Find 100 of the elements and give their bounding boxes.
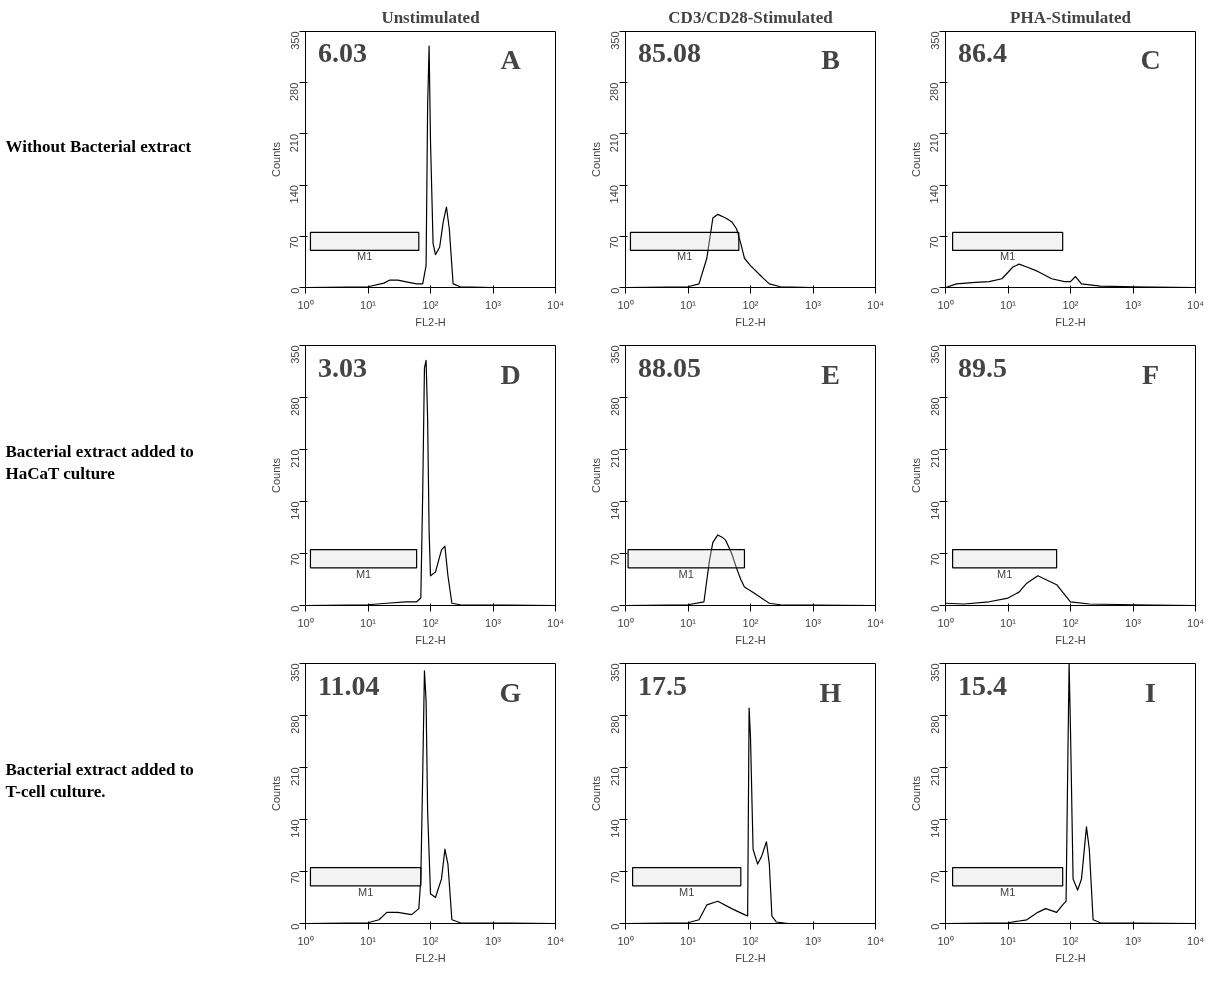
- x-tick-label: 10⁰: [937, 616, 954, 629]
- x-tick-label: 10²: [1062, 616, 1079, 629]
- band-label: M1: [356, 250, 373, 263]
- band-label: M1: [676, 250, 693, 263]
- x-tick-label: 10³: [1125, 298, 1142, 311]
- y-tick-label: 70: [608, 553, 621, 566]
- band-label: M1: [357, 885, 374, 898]
- x-tick-label: 10¹: [1000, 616, 1017, 629]
- x-tick-label: 10³: [1125, 934, 1142, 947]
- y-tick-label: 350: [608, 663, 621, 682]
- annotation: 11.04: [318, 669, 380, 701]
- y-tick-label: 140: [928, 185, 941, 204]
- y-tick-label: 70: [288, 553, 301, 566]
- x-tick-label: 10³: [1125, 616, 1142, 629]
- band-label: M1: [679, 885, 695, 898]
- x-tick-label: 10⁴: [867, 934, 885, 947]
- y-axis-title: Counts: [589, 457, 602, 493]
- x-tick-label: 10³: [485, 298, 502, 311]
- x-tick-label: 10³: [805, 616, 822, 629]
- annotation: A: [500, 44, 522, 76]
- y-tick-label: 350: [928, 663, 941, 682]
- y-tick-label: 350: [288, 31, 301, 50]
- y-tick-label: 210: [288, 449, 301, 468]
- x-tick-label: 10³: [485, 934, 502, 947]
- x-tick-label: 10⁰: [937, 298, 954, 311]
- y-tick-label: 350: [288, 345, 301, 364]
- x-tick-label: 10⁰: [297, 934, 314, 947]
- x-tick-label: 10¹: [360, 934, 377, 947]
- y-axis-title: Counts: [589, 141, 602, 177]
- y-tick-label: 70: [928, 871, 941, 884]
- x-axis-title: FL2-H: [1055, 951, 1086, 964]
- y-tick-label: 0: [608, 923, 621, 930]
- x-tick-label: 10⁴: [547, 616, 565, 629]
- y-tick-label: 350: [608, 31, 621, 50]
- x-tick-label: 10²: [422, 616, 439, 629]
- y-tick-label: 350: [288, 663, 301, 682]
- annotation: 88.05: [638, 351, 701, 383]
- y-tick-label: 350: [928, 31, 941, 50]
- y-axis-title: Counts: [909, 457, 922, 493]
- y-tick-label: 0: [608, 287, 621, 294]
- y-tick-label: 70: [608, 236, 621, 249]
- y-tick-label: 280: [928, 715, 941, 734]
- x-tick-label: 10²: [742, 934, 759, 947]
- annotation: 17.5: [638, 669, 687, 701]
- y-tick-label: 140: [288, 501, 301, 520]
- y-tick-label: 210: [288, 133, 301, 153]
- y-tick-label: 70: [608, 871, 621, 884]
- y-tick-label: 0: [928, 923, 941, 930]
- y-tick-label: 140: [928, 819, 941, 838]
- y-tick-label: 280: [608, 397, 621, 416]
- annotation: C: [1140, 44, 1161, 76]
- x-axis-title: FL2-H: [735, 633, 766, 646]
- y-tick-label: 280: [928, 82, 941, 102]
- x-tick-label: 10²: [742, 616, 759, 629]
- x-tick-label: 10⁰: [617, 298, 634, 311]
- y-tick-label: 210: [608, 133, 621, 153]
- y-axis-title: Counts: [589, 775, 602, 811]
- x-axis-title: FL2-H: [415, 951, 446, 964]
- y-tick-label: 210: [928, 133, 941, 153]
- x-tick-label: 10²: [742, 298, 759, 311]
- chart-title: PHA-Stimulated: [1010, 7, 1132, 27]
- x-tick-label: 10¹: [360, 298, 377, 311]
- annotation: 15.4: [958, 669, 1007, 701]
- y-axis-title: Counts: [269, 141, 282, 177]
- x-tick-label: 10³: [805, 934, 822, 947]
- y-tick-label: 210: [608, 767, 621, 786]
- y-tick-label: 280: [288, 397, 301, 416]
- annotation: 89.5: [958, 351, 1007, 383]
- annotation: 85.08: [638, 37, 701, 69]
- x-tick-label: 10⁰: [937, 934, 954, 947]
- x-tick-label: 10¹: [680, 298, 697, 311]
- y-tick-label: 280: [608, 82, 621, 102]
- text: Bacterial extract added to HaCaT culture: [5, 441, 194, 484]
- x-tick-label: 10¹: [680, 616, 697, 629]
- x-tick-label: 10⁴: [547, 298, 565, 311]
- annotation: 6.03: [318, 37, 367, 69]
- y-tick-label: 210: [928, 767, 941, 786]
- y-tick-label: 140: [608, 501, 621, 520]
- y-tick-label: 210: [288, 767, 301, 786]
- chart-title: CD3/CD28-Stimulated: [668, 7, 834, 27]
- band-label: M1: [678, 567, 694, 580]
- y-tick-label: 350: [608, 345, 621, 364]
- x-axis-title: FL2-H: [1055, 633, 1086, 646]
- y-tick-label: 140: [608, 819, 621, 838]
- y-tick-label: 0: [928, 605, 941, 612]
- x-tick-label: 10¹: [680, 934, 697, 947]
- x-tick-label: 10¹: [360, 616, 377, 629]
- x-tick-label: 10²: [1062, 934, 1079, 947]
- annotation: H: [819, 676, 842, 708]
- y-tick-label: 280: [608, 715, 621, 734]
- x-axis-title: FL2-H: [415, 315, 446, 328]
- y-tick-label: 0: [288, 287, 301, 294]
- x-tick-label: 10²: [1062, 298, 1079, 311]
- y-tick-label: 280: [928, 397, 941, 416]
- y-tick-label: 140: [928, 501, 941, 520]
- x-axis-title: FL2-H: [1055, 315, 1086, 328]
- x-tick-label: 10⁴: [867, 298, 885, 311]
- x-tick-label: 10⁰: [617, 934, 634, 947]
- x-tick-label: 10¹: [1000, 298, 1017, 311]
- x-tick-label: 10⁴: [547, 934, 565, 947]
